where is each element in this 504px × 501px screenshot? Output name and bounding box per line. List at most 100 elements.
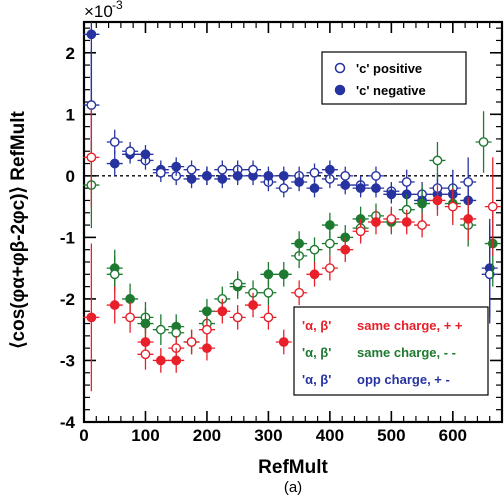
- marker: [294, 238, 305, 249]
- x-tick-label: 500: [377, 426, 405, 445]
- data-point-same_pp: [383, 206, 400, 232]
- data-point-same_pp: [83, 243, 100, 392]
- marker: [401, 177, 412, 187]
- marker: [324, 164, 335, 175]
- data-point-opp_pm: [106, 151, 123, 176]
- x-axis-title: RefMult: [258, 457, 328, 478]
- data-point-same_mm: [275, 262, 292, 287]
- marker: [386, 189, 397, 200]
- data-point-same_mm: [321, 212, 338, 238]
- x-tick-label: 300: [254, 426, 282, 445]
- y-tick-label: -1: [60, 228, 75, 247]
- marker: [263, 312, 274, 323]
- marker: [86, 152, 97, 163]
- marker: [171, 327, 182, 338]
- y-tick-label: -2: [60, 290, 75, 309]
- data-point-same_pp: [83, 108, 100, 207]
- marker: [217, 164, 228, 175]
- marker: [447, 201, 458, 212]
- marker: [86, 100, 97, 110]
- data-point-opp_pm: [398, 169, 415, 195]
- data-point-opp_pm: [214, 160, 231, 179]
- x-tick-label: 200: [193, 426, 221, 445]
- data-point-opp_pm: [137, 145, 154, 164]
- marker: [186, 164, 197, 175]
- y-tick-label: 2: [66, 44, 75, 63]
- figure-caption: (a): [284, 479, 302, 496]
- marker: [309, 167, 320, 178]
- legend-prefix-same-mm: 'α, β': [302, 345, 331, 360]
- data-point-same_pp: [306, 262, 323, 287]
- marker: [401, 217, 412, 227]
- legend-top-box: [321, 51, 467, 105]
- marker: [324, 263, 335, 274]
- data-point-opp_pm: [306, 178, 323, 198]
- y-axis-title: ⟨cos(φα+φβ-2φc)⟩ RefMult: [8, 110, 29, 348]
- marker: [171, 161, 182, 172]
- marker: [186, 337, 197, 347]
- data-point-opp_pm: [383, 185, 400, 204]
- marker: [487, 201, 498, 212]
- marker: [294, 287, 305, 298]
- marker: [202, 343, 212, 354]
- data-point-opp_pm: [275, 178, 292, 198]
- data-point-same_pp: [198, 317, 215, 342]
- legend-prefix-opp-pm: 'α, β': [302, 372, 331, 387]
- marker: [86, 312, 97, 323]
- marker: [125, 294, 136, 304]
- data-point-same_pp: [444, 188, 461, 226]
- marker: [125, 146, 136, 157]
- marker: [294, 177, 305, 187]
- marker: [155, 324, 166, 335]
- data-point-same_mm: [429, 142, 446, 179]
- x-tick-label: 600: [439, 426, 467, 445]
- marker: [371, 217, 381, 227]
- legend-label-same-mm: same charge, - -: [357, 345, 456, 360]
- x-tick-label: 100: [131, 426, 159, 445]
- data-point-opp_pm: [245, 160, 262, 179]
- data-point-opp_pm: [352, 178, 369, 198]
- data-point-same_pp: [275, 329, 292, 355]
- marker: [278, 269, 289, 280]
- data-point-same_pp: [137, 338, 154, 370]
- data-point-opp_pm: [229, 166, 246, 186]
- data-point-same_pp: [260, 305, 277, 330]
- marker: [109, 137, 120, 147]
- marker: [386, 214, 397, 224]
- exponent-base: ×10: [84, 2, 113, 21]
- data-point-opp_pm: [122, 142, 139, 161]
- x-tick-label: 400: [316, 426, 344, 445]
- marker: [309, 183, 320, 194]
- marker: [417, 198, 427, 209]
- data-point-same_mm: [229, 271, 246, 296]
- data-point-opp_pm: [291, 172, 308, 192]
- legend-prefix-same-pp: 'α, β': [302, 318, 331, 333]
- marker: [432, 195, 443, 206]
- marker: [484, 269, 495, 280]
- marker: [278, 183, 289, 194]
- marker: [232, 278, 243, 289]
- marker: [278, 170, 289, 181]
- marker: [371, 170, 381, 181]
- marker: [324, 238, 335, 249]
- data-point-same_pp: [245, 292, 262, 318]
- legend-label-c-negative: 'c' negative: [356, 83, 426, 98]
- marker: [248, 164, 258, 175]
- marker: [278, 337, 289, 347]
- y-tick-label: 1: [66, 105, 75, 124]
- data-point-same_pp: [484, 157, 501, 256]
- data-point-same_mm: [260, 280, 277, 306]
- marker: [109, 300, 120, 310]
- marker: [371, 183, 381, 194]
- data-point-same_pp: [168, 348, 185, 373]
- data-point-same_mm: [291, 231, 308, 256]
- data-point-same_pp: [183, 329, 200, 355]
- marker: [355, 226, 366, 237]
- marker: [463, 214, 474, 224]
- data-point-same_pp: [398, 209, 415, 235]
- marker: [463, 177, 474, 187]
- data-points: [83, 22, 501, 392]
- legend-label-c-positive: 'c' positive: [356, 61, 422, 76]
- data-point-same_pp: [352, 218, 369, 244]
